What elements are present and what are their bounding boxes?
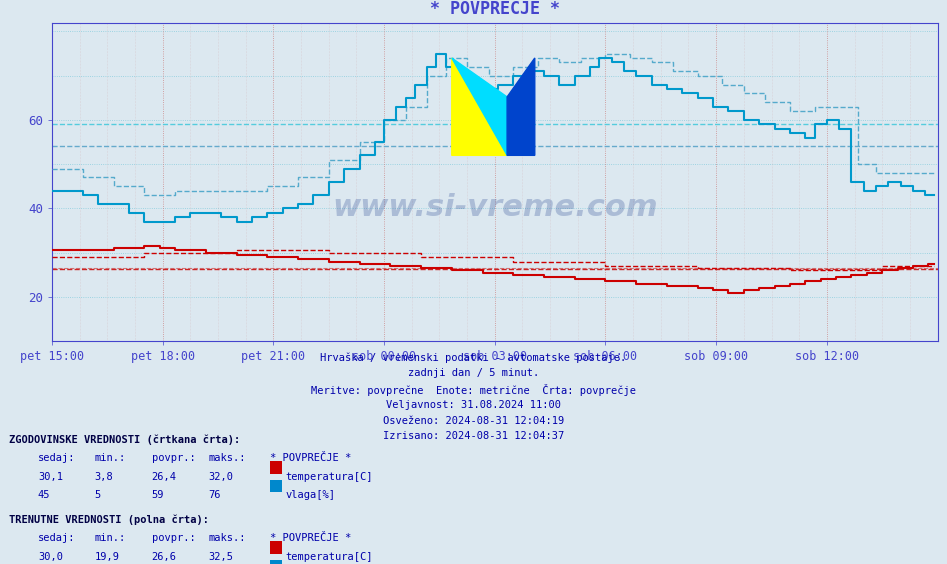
- Text: * POVPREČJE *: * POVPREČJE *: [270, 533, 351, 543]
- Text: sedaj:: sedaj:: [38, 453, 76, 463]
- Text: TRENUTNE VREDNOSTI (polna črta):: TRENUTNE VREDNOSTI (polna črta):: [9, 514, 209, 525]
- Text: 76: 76: [208, 490, 221, 500]
- Text: 3,8: 3,8: [95, 472, 114, 482]
- Title: * POVPREČJE *: * POVPREČJE *: [430, 0, 560, 18]
- Text: temperatura[C]: temperatura[C]: [285, 552, 372, 562]
- Text: zadnji dan / 5 minut.: zadnji dan / 5 minut.: [408, 368, 539, 378]
- Text: vlaga[%]: vlaga[%]: [285, 490, 335, 500]
- Text: www.si-vreme.com: www.si-vreme.com: [332, 193, 657, 222]
- Text: maks.:: maks.:: [208, 533, 246, 543]
- Text: min.:: min.:: [95, 453, 126, 463]
- Text: povpr.:: povpr.:: [152, 533, 195, 543]
- Text: temperatura[C]: temperatura[C]: [285, 472, 372, 482]
- Text: 26,4: 26,4: [152, 472, 176, 482]
- Text: Veljavnost: 31.08.2024 11:00: Veljavnost: 31.08.2024 11:00: [386, 400, 561, 410]
- Text: ZGODOVINSKE VREDNOSTI (črtkana črta):: ZGODOVINSKE VREDNOSTI (črtkana črta):: [9, 434, 241, 445]
- Text: 32,0: 32,0: [208, 472, 233, 482]
- Text: 45: 45: [38, 490, 50, 500]
- Polygon shape: [452, 58, 507, 155]
- Text: Hrvaška / vremenski podatki - avtomatske postaje.: Hrvaška / vremenski podatki - avtomatske…: [320, 352, 627, 363]
- Text: 59: 59: [152, 490, 164, 500]
- Text: Meritve: povprečne  Enote: metrične  Črta: povprečje: Meritve: povprečne Enote: metrične Črta:…: [311, 384, 636, 396]
- Text: Izrisano: 2024-08-31 12:04:37: Izrisano: 2024-08-31 12:04:37: [383, 431, 564, 442]
- Text: Osveženo: 2024-08-31 12:04:19: Osveženo: 2024-08-31 12:04:19: [383, 416, 564, 426]
- Polygon shape: [507, 58, 535, 155]
- Text: 19,9: 19,9: [95, 552, 119, 562]
- Text: 30,1: 30,1: [38, 472, 63, 482]
- Text: 30,0: 30,0: [38, 552, 63, 562]
- Polygon shape: [452, 58, 507, 155]
- Text: min.:: min.:: [95, 533, 126, 543]
- Text: 26,6: 26,6: [152, 552, 176, 562]
- Text: * POVPREČJE *: * POVPREČJE *: [270, 453, 351, 463]
- Text: maks.:: maks.:: [208, 453, 246, 463]
- Text: 5: 5: [95, 490, 101, 500]
- Text: 32,5: 32,5: [208, 552, 233, 562]
- Text: sedaj:: sedaj:: [38, 533, 76, 543]
- Text: povpr.:: povpr.:: [152, 453, 195, 463]
